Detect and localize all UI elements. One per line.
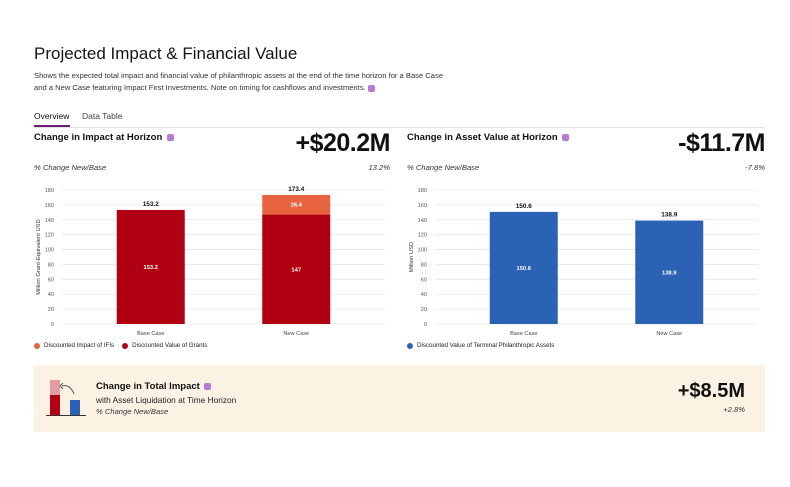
impact-legend: Discounted Impact of IFIs Discounted Val… <box>34 342 215 349</box>
y-tick-label: 20 <box>421 307 427 313</box>
y-tick-label: 20 <box>48 307 54 313</box>
legend-swatch-ifis <box>34 342 40 349</box>
y-axis-label: Million Grant-Equivalent USD <box>36 219 42 294</box>
info-icon[interactable] <box>204 382 212 390</box>
legend-label: Discounted Impact of IFIs <box>44 342 115 349</box>
bar-total-label: 173.4 <box>288 186 304 193</box>
y-tick-label: 160 <box>418 203 427 209</box>
y-tick-label: 0 <box>51 322 54 328</box>
active-tab-indicator <box>34 125 70 127</box>
y-tick-label: 120 <box>418 233 427 239</box>
y-tick-label: 100 <box>418 248 427 254</box>
legend-swatch-grants <box>122 342 129 349</box>
legend-label: Discounted Value of Terminal Philanthrop… <box>417 342 555 349</box>
asset-change-value: -$11.7M <box>678 129 765 157</box>
bar-value-label: 153.2 <box>143 265 158 271</box>
y-tick-label: 140 <box>418 218 427 224</box>
total-impact-title: Change in Total Impact <box>96 381 212 392</box>
total-impact-pct-label: % Change New/Base <box>96 407 169 416</box>
bar-segment <box>635 220 704 324</box>
total-impact-value: +$8.5M <box>677 380 745 402</box>
asset-pct-label: % Change New/Base <box>407 163 480 172</box>
impact-pct-label: % Change New/Base <box>34 163 107 172</box>
bar-segment <box>262 214 331 324</box>
bar-segment <box>262 194 331 215</box>
page-title: Projected Impact & Financial Value <box>34 44 298 63</box>
stacked-bars-icon <box>46 380 86 416</box>
x-tick-label: Base Case <box>137 331 164 337</box>
legend-item[interactable]: Discounted Value of Grants <box>122 342 207 349</box>
asset-legend: Discounted Value of Terminal Philanthrop… <box>407 342 562 349</box>
tab-data-table[interactable]: Data Table <box>82 111 123 121</box>
y-tick-label: 0 <box>424 322 427 328</box>
y-tick-label: 180 <box>418 188 427 194</box>
tab-bar: Overview Data Table <box>34 110 765 128</box>
total-impact-pct: +2.8% <box>723 405 745 414</box>
page-description: Shows the expected total impact and fina… <box>34 71 444 92</box>
legend-item[interactable]: Discounted Value of Terminal Philanthrop… <box>407 342 554 349</box>
legend-item[interactable]: Discounted Impact of IFIs <box>34 342 114 349</box>
asset-pct-value: -7.8% <box>745 163 765 172</box>
info-icon[interactable] <box>367 84 375 92</box>
y-axis-label: Million USD <box>409 242 415 272</box>
impact-pct-value: 13.2% <box>368 163 390 172</box>
bar-value-label: 150.6 <box>516 266 531 272</box>
y-tick-label: 180 <box>45 188 54 194</box>
y-tick-label: 60 <box>421 277 427 283</box>
info-icon[interactable] <box>562 133 570 141</box>
x-tick-label: New Case <box>656 331 682 337</box>
bar-value-label: 138.9 <box>662 270 677 276</box>
total-impact-card: Change in Total Impact with Asset Liquid… <box>34 365 765 432</box>
impact-change-value: +$20.2M <box>295 129 391 157</box>
impact-bar-chart: 0 20 40 60 80 100 120 140 160 180 Million Grant-Eq… <box>36 186 385 337</box>
bar-value-label: 26.4 <box>291 203 303 209</box>
asset-bar-chart: 0 20 40 60 80 100 120 140 160 180 Million USD 150.6… <box>409 188 758 337</box>
y-tick-label: 40 <box>421 292 427 298</box>
bar-segment <box>489 211 558 324</box>
y-tick-label: 40 <box>48 292 54 298</box>
y-tick-label: 140 <box>45 218 54 224</box>
x-tick-label: New Case <box>283 331 309 337</box>
asset-panel-title: Change in Asset Value at Horizon <box>407 132 570 143</box>
x-tick-label: Base Case <box>510 331 537 337</box>
legend-label: Discounted Value of Grants <box>132 342 208 349</box>
y-tick-label: 120 <box>45 233 54 239</box>
bar-total-label: 138.9 <box>661 212 677 219</box>
bar-total-label: 153.2 <box>143 201 159 208</box>
y-tick-label: 100 <box>45 248 54 254</box>
impact-panel-title: Change in Impact at Horizon <box>34 132 174 143</box>
bar-value-label: 147 <box>291 267 301 273</box>
legend-swatch-assets <box>407 342 413 349</box>
bar-total-label: 150.6 <box>516 203 532 210</box>
info-icon[interactable] <box>166 133 174 141</box>
tab-overview[interactable]: Overview <box>34 111 70 121</box>
y-tick-label: 80 <box>48 262 54 268</box>
y-tick-label: 60 <box>48 277 54 283</box>
y-tick-label: 80 <box>421 262 427 268</box>
total-impact-subtitle: with Asset Liquidation at Time Horizon <box>96 395 237 405</box>
bar-segment <box>116 209 185 324</box>
y-tick-label: 160 <box>45 203 54 209</box>
